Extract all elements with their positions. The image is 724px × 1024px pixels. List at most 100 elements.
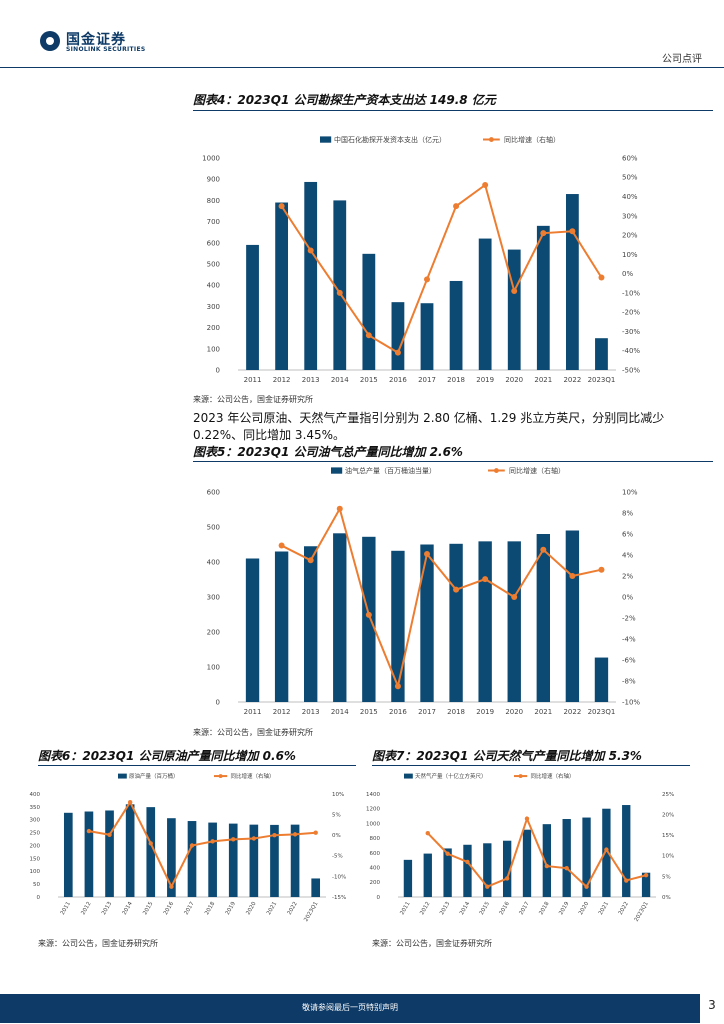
right-axis-tick-label: 40% (622, 193, 638, 201)
growth-point (482, 576, 489, 583)
bar (311, 878, 321, 897)
bar (304, 181, 318, 370)
x-tick-label: 2011 (60, 901, 72, 916)
right-axis-tick-label: 25% (662, 792, 674, 798)
bar (333, 200, 347, 370)
growth-point (504, 876, 510, 881)
bar (63, 812, 73, 897)
x-tick-label: 2016 (389, 376, 407, 384)
bar (594, 657, 609, 702)
x-tick-label: 2011 (244, 376, 262, 384)
growth-point (465, 859, 470, 865)
x-tick-label: 2023Q1 (303, 901, 319, 923)
right-axis-tick-label: 8% (622, 509, 633, 517)
bar (478, 541, 492, 702)
x-tick-label: 2023Q1 (634, 901, 650, 923)
figure-6-rule (38, 765, 356, 766)
x-tick-label: 2018 (204, 901, 216, 917)
legend-line-marker (218, 774, 223, 778)
figure-5-source: 来源：公司公告，国金证券研究所 (193, 728, 313, 737)
legend-bar-label: 原油产量（百万桶） (129, 772, 179, 780)
figure-6-source: 来源：公司公告，国金证券研究所 (38, 939, 158, 948)
figure-6-title: 图表6：2023Q1 公司原油产量同比增加 0.6% (38, 749, 296, 763)
brand-name-en: SINOLINK SECURITIES (66, 46, 146, 53)
growth-point (107, 832, 112, 837)
right-axis-tick-label: -4% (622, 635, 636, 643)
right-axis-tick-label: 0% (622, 270, 633, 278)
figure-7-chart: 0 200 400 600 800 1000 1200 1400 0% 5% 10% 15% 20% 25… (366, 772, 674, 923)
growth-line (88, 800, 316, 889)
growth-point (336, 505, 343, 512)
x-tick-label: 2011 (244, 708, 262, 716)
bar (483, 843, 492, 897)
bar (270, 824, 279, 897)
figure-7-title: 图表7：2023Q1 公司天然气产量同比增加 5.3% (372, 749, 642, 763)
bar (403, 859, 413, 897)
growth-point (524, 816, 530, 821)
growth-line (427, 815, 647, 889)
x-tick-label: 2022 (287, 901, 299, 916)
x-tick-label: 2019 (558, 901, 570, 917)
bar (565, 194, 579, 370)
x-tick-label: 2014 (459, 901, 471, 917)
right-axis-tick-label: 0% (622, 593, 633, 601)
right-axis-tick-label: 60% (622, 154, 638, 162)
right-axis-tick-label: 10% (622, 251, 638, 259)
bar (362, 536, 376, 702)
figure-4-source: 来源：公司公告，国金证券研究所 (193, 395, 313, 404)
bar (449, 280, 463, 370)
left-axis-tick-label: 600 (370, 851, 381, 857)
figure-4-chart: 0 100 200 300 400 500 600 700 800 900 1000 -50% -40%… (202, 135, 640, 384)
bar (463, 844, 472, 897)
growth-point (365, 332, 372, 339)
bar (208, 822, 217, 897)
growth-point (169, 884, 174, 889)
x-tick-label: 2013 (302, 376, 320, 384)
bar (304, 546, 318, 702)
bar (245, 558, 260, 702)
x-tick-label: 2023Q1 (588, 708, 616, 716)
growth-point (624, 878, 629, 883)
growth-point (336, 289, 343, 296)
left-axis-tick-label: 300 (30, 818, 41, 824)
x-tick-label: 2011 (399, 901, 411, 916)
bar (420, 544, 434, 702)
bar (622, 805, 631, 897)
growth-point (643, 872, 649, 878)
left-axis-tick-label: 200 (30, 843, 41, 849)
left-axis-tick-label: 1400 (366, 792, 380, 798)
x-tick-label: 2021 (598, 901, 610, 916)
x-tick-label: 2019 (476, 376, 494, 384)
right-axis-tick-label: 2% (622, 572, 633, 580)
x-tick-label: 2015 (142, 901, 154, 917)
bar (228, 823, 238, 897)
growth-point (453, 586, 460, 593)
growth-point (544, 863, 550, 869)
right-axis-tick-label: 20% (622, 232, 638, 240)
growth-point (313, 830, 318, 835)
left-axis-tick-label: 100 (30, 869, 41, 875)
right-axis-tick-label: -15% (332, 895, 346, 901)
growth-point (86, 828, 92, 834)
left-axis-tick-label: 1000 (366, 821, 380, 827)
x-tick-label: 2022 (618, 901, 630, 916)
left-axis-tick-label: 500 (207, 523, 220, 531)
left-axis-tick-label: 200 (370, 880, 381, 886)
bar (443, 848, 452, 897)
x-tick-label: 2017 (418, 708, 436, 716)
left-axis-tick-label: 500 (207, 260, 220, 268)
figure-5-chart: 0 100 200 300 400 500 600 -10% -8% -6% -4% -2% 0% 2% 4… (207, 466, 641, 716)
bar (290, 824, 300, 897)
x-tick-label: 2019 (225, 901, 237, 917)
growth-line (280, 183, 603, 355)
right-axis-tick-label: 20% (662, 813, 674, 819)
growth-point (598, 274, 605, 281)
legend-line-marker (493, 468, 499, 473)
right-axis-tick-label: -40% (622, 347, 640, 355)
growth-point (511, 594, 518, 600)
x-tick-label: 2014 (331, 708, 349, 716)
figure-6-chart: 0 50 100 150 200 250 300 350 400 -15% -10% -5% 0% 5% 1… (30, 772, 347, 923)
figure-7-source: 来源：公司公告，国金证券研究所 (372, 939, 492, 948)
x-tick-label: 2017 (418, 376, 436, 384)
x-tick-label: 2012 (273, 708, 291, 716)
